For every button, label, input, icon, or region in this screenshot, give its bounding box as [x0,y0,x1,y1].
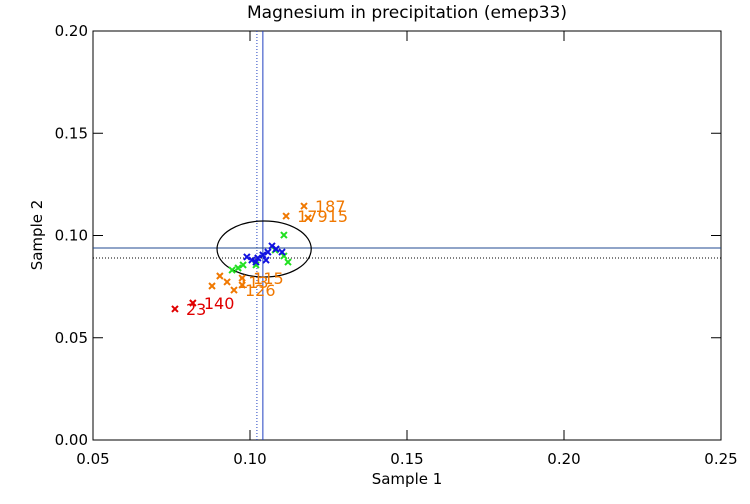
y-tick-label: 0.10 [55,227,88,245]
y-tick-label: 0.05 [55,329,88,347]
point-label: 115 [253,269,284,288]
x-axis-label: Sample 1 [372,470,443,488]
point-label: 126 [245,281,276,300]
confidence-ellipse [216,220,312,278]
point [282,212,290,220]
point [280,252,288,260]
point [234,264,242,272]
chart-title: Magnesium in precipitation (emep33) [247,3,567,23]
point [300,202,308,210]
point [248,256,256,264]
y-axis-label: Sample 2 [28,200,46,271]
point [280,231,288,239]
point [189,299,197,307]
point [223,278,231,286]
point [252,258,260,266]
point [238,281,246,289]
point [259,251,267,259]
point [171,305,179,313]
x-tick-label: 0.15 [390,450,423,468]
point [254,254,262,262]
x-tick-label: 0.10 [233,450,266,468]
point [208,282,216,290]
point-label: 17915 [297,207,348,226]
point [230,286,238,294]
point [243,253,251,261]
y-tick-label: 0.00 [55,431,88,449]
point [304,214,312,222]
point [228,266,236,274]
x-tick-label: 0.05 [76,450,109,468]
point [284,258,292,266]
point-label: 187 [315,197,346,216]
point [278,248,286,256]
point-label: 140 [204,294,235,313]
point [272,245,280,253]
point [239,261,247,269]
point [238,274,246,282]
y-tick-label: 0.15 [55,124,88,142]
point [216,272,224,280]
x-tick-label: 0.25 [704,450,737,468]
point [264,248,272,256]
point [262,256,270,264]
y-tick-label: 0.20 [55,22,88,40]
x-tick-label: 0.20 [547,450,580,468]
